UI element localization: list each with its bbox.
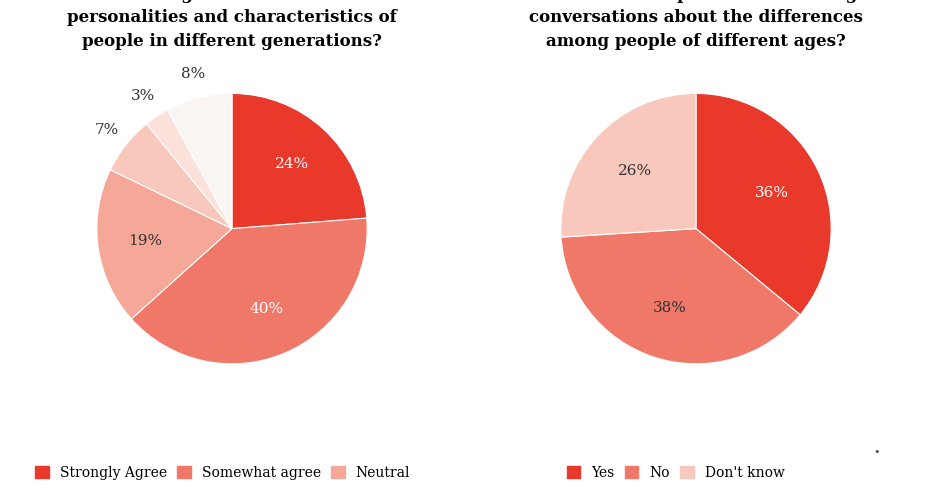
Text: 7%: 7% <box>95 123 119 137</box>
Wedge shape <box>560 93 695 237</box>
Title: Do you agree or disagree that there
are meaningful differences in the
personalit: Do you agree or disagree that there are … <box>66 0 398 50</box>
Wedge shape <box>132 218 367 364</box>
Wedge shape <box>561 229 799 364</box>
Text: 24%: 24% <box>274 157 309 171</box>
Text: 8%: 8% <box>181 67 205 81</box>
Text: 36%: 36% <box>754 186 788 200</box>
Wedge shape <box>146 110 232 229</box>
Text: 40%: 40% <box>249 302 284 317</box>
Legend: Yes, No, Don't know: Yes, No, Don't know <box>561 460 789 485</box>
Text: 19%: 19% <box>128 234 162 248</box>
Wedge shape <box>695 93 831 315</box>
Wedge shape <box>167 93 232 229</box>
Text: 26%: 26% <box>617 164 652 178</box>
Wedge shape <box>96 169 232 319</box>
Text: 38%: 38% <box>653 301 686 315</box>
Wedge shape <box>110 124 232 229</box>
Wedge shape <box>232 93 366 229</box>
Text: •: • <box>872 447 880 457</box>
Text: 3%: 3% <box>131 89 155 103</box>
Title: Do you feel that generational
labels are a helpful tool for having
conversations: Do you feel that generational labels are… <box>528 0 862 50</box>
